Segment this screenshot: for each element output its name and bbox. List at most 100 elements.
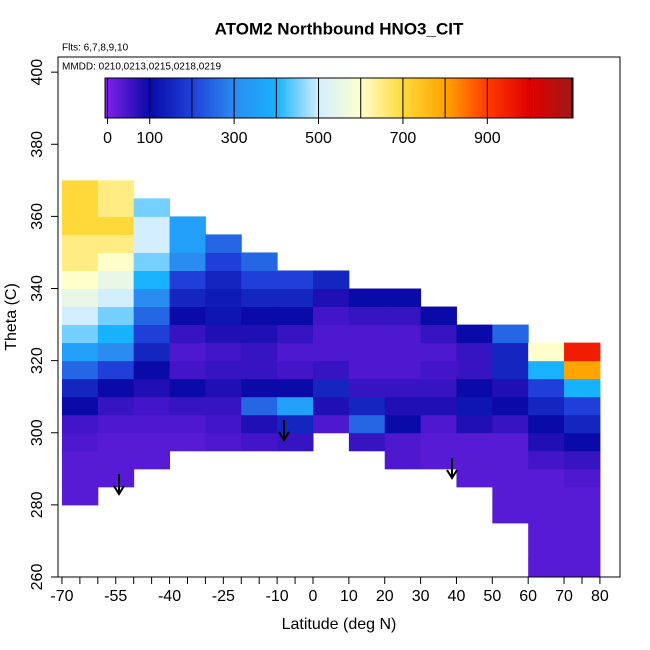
- cell: [312, 288, 350, 308]
- cell: [492, 486, 529, 506]
- colorbar-swatch: [307, 78, 310, 118]
- cell: [61, 306, 99, 326]
- colorbar-swatch: [375, 78, 378, 118]
- colorbar-swatch: [237, 78, 240, 118]
- colorbar-swatch: [299, 78, 302, 118]
- y-tick-label: 260: [29, 564, 46, 591]
- colorbar-swatch: [147, 78, 150, 118]
- colorbar-swatch: [511, 78, 514, 118]
- cell: [97, 378, 135, 398]
- colorbar-swatch: [371, 78, 374, 118]
- cell: [384, 288, 422, 308]
- colorbar-swatch: [369, 78, 372, 118]
- colorbar-swatch: [337, 78, 340, 118]
- x-axis-label: Latitude (deg N): [282, 616, 397, 633]
- cell: [564, 450, 601, 470]
- colorbar-tick-label: 500: [305, 130, 332, 147]
- colorbar-swatch: [251, 78, 254, 118]
- y-tick-label: 380: [29, 131, 46, 158]
- y-tick-label: 340: [29, 275, 46, 302]
- colorbar-swatch: [143, 78, 146, 118]
- cell: [133, 216, 171, 235]
- cell: [528, 360, 565, 380]
- cell: [97, 234, 135, 253]
- cell: [133, 306, 171, 326]
- colorbar-swatch: [385, 78, 388, 118]
- colorbar-swatch: [323, 78, 326, 118]
- colorbar-swatch: [167, 78, 170, 118]
- cell: [169, 414, 206, 434]
- colorbar-swatch: [125, 78, 128, 118]
- cell: [528, 432, 565, 452]
- colorbar-swatch: [477, 78, 480, 118]
- colorbar-swatch: [405, 78, 408, 118]
- colorbar-swatch: [557, 78, 560, 118]
- cell: [312, 396, 350, 416]
- colorbar-swatch: [471, 78, 474, 118]
- cell: [348, 360, 386, 380]
- colorbar-swatch: [499, 78, 502, 118]
- cell: [61, 396, 99, 416]
- x-tick-label: -40: [158, 588, 181, 605]
- colorbar-swatch: [359, 78, 362, 118]
- cell: [61, 486, 99, 506]
- colorbar-swatch: [461, 78, 464, 118]
- cell: [241, 414, 278, 434]
- cell: [169, 324, 206, 344]
- arrow: [446, 458, 458, 480]
- colorbar-swatch: [455, 78, 458, 118]
- cell: [384, 306, 422, 326]
- cell: [97, 198, 135, 217]
- cell: [241, 378, 278, 398]
- colorbar-swatch: [563, 78, 566, 118]
- colorbar-swatch: [347, 78, 350, 118]
- colorbar-swatch: [329, 78, 332, 118]
- cell: [492, 450, 529, 470]
- colorbar-swatch: [221, 78, 224, 118]
- colorbar-swatch: [539, 78, 542, 118]
- subtitle: Flts: 6,7,8,9,10: [62, 43, 129, 54]
- cell: [456, 378, 493, 398]
- cell: [384, 378, 422, 398]
- cell: [492, 360, 529, 380]
- colorbar-swatch: [453, 78, 456, 118]
- cell: [169, 432, 206, 452]
- cell: [205, 414, 242, 434]
- cell: [277, 342, 314, 362]
- colorbar-swatch: [313, 78, 316, 118]
- colorbar-swatch: [289, 78, 292, 118]
- colorbar-swatch: [121, 78, 124, 118]
- cell: [133, 360, 171, 380]
- cell: [564, 396, 601, 416]
- cell: [277, 414, 314, 434]
- cell: [61, 432, 99, 452]
- cell: [564, 558, 601, 578]
- cell: [528, 414, 565, 434]
- colorbar-swatch: [531, 78, 534, 118]
- colorbar-swatch: [273, 78, 276, 118]
- cell: [528, 342, 565, 362]
- colorbar-swatch: [169, 78, 172, 118]
- y-tick-label: 300: [29, 419, 46, 446]
- colorbar-swatch: [431, 78, 434, 118]
- colorbar-swatch: [171, 78, 174, 118]
- cell: [97, 252, 135, 271]
- cell: [456, 360, 493, 380]
- cell: [277, 360, 314, 380]
- cell: [420, 360, 457, 380]
- cell: [528, 522, 565, 542]
- cell: [133, 234, 171, 253]
- cell: [241, 306, 278, 326]
- colorbar-swatch: [261, 78, 264, 118]
- colorbar-swatch: [543, 78, 546, 118]
- colorbar-swatch: [463, 78, 466, 118]
- colorbar-swatch: [561, 78, 564, 118]
- colorbar-swatch: [197, 78, 200, 118]
- cell: [97, 396, 135, 416]
- colorbar-swatch: [131, 78, 134, 118]
- colorbar-swatch: [123, 78, 126, 118]
- colorbar-swatch: [483, 78, 486, 118]
- cell: [564, 486, 601, 506]
- cell: [169, 270, 206, 290]
- x-tick-label: -55: [104, 588, 127, 605]
